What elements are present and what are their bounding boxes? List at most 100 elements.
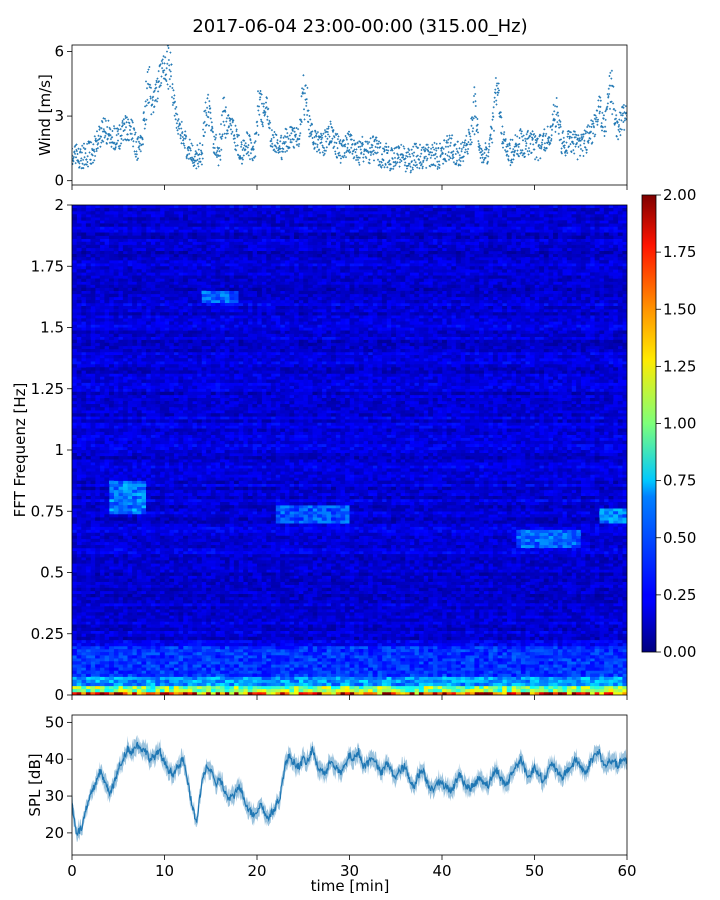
spectrogram-cell-group	[622, 691, 627, 695]
spectrogram-cell-group	[284, 685, 290, 690]
spectrogram-cell-group	[294, 691, 299, 695]
wind-y-tick-label: 3	[54, 107, 64, 125]
spectrogram-cell-group	[516, 685, 563, 690]
spectrogram-cell-group	[136, 685, 142, 690]
spectrogram-cell-group	[85, 691, 91, 695]
spectrogram-cell-group	[548, 685, 554, 690]
spectrogram-cell-group	[516, 691, 521, 695]
wind-y-axis-label: Wind [m/s]	[36, 74, 54, 156]
spectrogram-cell-group	[127, 688, 133, 693]
spectrogram-cell-group	[275, 505, 341, 687]
spectrogram-y-tick-label: 2	[54, 196, 64, 214]
spectrogram-cell-group	[506, 688, 512, 693]
spectrogram-cell-group	[437, 682, 443, 687]
spectrogram-cell-group	[566, 685, 572, 690]
spectrogram-cell-group	[224, 682, 253, 687]
spectrogram-cell-group	[164, 691, 170, 695]
colorbar-tick-label: 0.00	[663, 643, 696, 661]
wind-y-tick-label: 6	[54, 42, 64, 60]
spectrogram-cell-group	[312, 688, 318, 693]
spectrogram-cell-group	[215, 685, 258, 693]
spectrogram-cell-group	[529, 688, 535, 693]
spectrogram-cell-group	[446, 691, 452, 695]
spectrogram-cell-group	[395, 688, 401, 693]
spectrogram-cell-group	[534, 691, 540, 695]
spectrogram-cell-group	[529, 691, 535, 695]
spectrogram-cell-group	[428, 688, 434, 693]
spectrogram-cell-group	[539, 544, 545, 549]
wind-panel: 0 3 6 Wind [m/s]	[36, 42, 628, 190]
spectrogram-cell-group	[553, 688, 558, 693]
spectrogram-cell-group	[437, 691, 443, 695]
spectrogram-cell-group	[95, 691, 101, 695]
spectrogram-cell-group	[539, 691, 545, 695]
spectrogram-cell-group	[95, 676, 101, 680]
spectrogram-cell-group	[243, 676, 249, 680]
spl-y-tick-label: 20	[45, 824, 64, 842]
spectrogram-cell-group	[317, 688, 323, 693]
spectrogram-cell-group	[363, 685, 369, 690]
colorbar-tick-label: 1.75	[663, 243, 696, 261]
spectrogram-cell-group	[303, 688, 309, 693]
spectrogram-cell-group	[76, 456, 82, 460]
spectrogram-cell-group	[326, 688, 332, 693]
spectrogram-y-axis-label: FFT Frequenz [Hz]	[11, 383, 29, 518]
spectrogram-cell-group	[511, 691, 517, 695]
spectrogram-cell-group	[81, 508, 498, 674]
spectrogram-cell-group	[303, 691, 309, 695]
spectrogram-cell-group	[159, 691, 165, 695]
spectrogram-cell-group	[206, 688, 212, 693]
spectrogram-cell-group	[122, 691, 128, 695]
spectrogram-cell-group	[173, 685, 179, 690]
spectrogram-cell-group	[201, 685, 216, 693]
spectrogram-cell-group	[488, 688, 494, 693]
spl-x-axis-label: time [min]	[311, 877, 390, 895]
spectrogram-cell-group	[206, 685, 212, 690]
spectrogram-cell-group	[571, 685, 577, 690]
spectrogram-cell-group	[192, 685, 198, 690]
spectrogram-cell-group	[220, 685, 225, 690]
spl-y-tick-label: 50	[45, 713, 64, 731]
spectrogram-cell-group	[289, 514, 420, 680]
spectrogram-cell-group	[201, 691, 207, 695]
spectrogram-cell-group	[335, 685, 341, 690]
spectrogram-cell-group	[580, 676, 586, 680]
spectrogram-cell-group	[418, 685, 424, 690]
spectrogram-cell-group	[488, 691, 494, 695]
spectrogram-cell-group	[196, 691, 202, 695]
spectrogram-cell-group	[192, 691, 198, 695]
spectrogram-cell-group	[136, 499, 142, 503]
spectrogram-cell-group	[506, 679, 586, 687]
spectrogram-cell-group	[109, 685, 114, 690]
spectrogram-cell-group	[136, 691, 142, 695]
spectrogram-cell-group	[381, 685, 387, 690]
spectrogram-cell-group	[169, 679, 175, 684]
spl-series	[72, 735, 627, 842]
spectrogram-cell-group	[261, 691, 267, 695]
spectrogram-cell-group	[594, 682, 600, 687]
spectrogram-cell-group	[377, 685, 383, 690]
spectrogram-cell-group	[132, 691, 138, 695]
spectrogram-cell-group	[321, 691, 327, 695]
colorbar-tick-label: 1.00	[663, 415, 696, 433]
spectrogram-cell-group	[224, 688, 230, 693]
spectrogram-cell-group	[284, 691, 290, 695]
spectrogram-cell-group	[622, 685, 627, 690]
spectrogram-cell-group	[229, 688, 235, 693]
spectrogram-cell-group	[81, 691, 87, 695]
spectrogram-cell-group	[386, 676, 392, 680]
spectrogram-cell-group	[391, 685, 397, 690]
spectrogram-cell-group	[81, 685, 87, 690]
spectrogram-cell-group	[275, 685, 281, 690]
colorbar-tick-label: 1.25	[663, 357, 696, 375]
spl-y-tick-label: 30	[45, 787, 64, 805]
spectrogram-cell-group	[321, 685, 327, 690]
figure-title: 2017-06-04 23:00-00:00 (315.00_Hz)	[192, 16, 527, 37]
spectrogram-cell-group	[220, 688, 225, 693]
spectrogram-cell-group	[469, 688, 475, 693]
spectrogram-cell-group	[141, 691, 147, 695]
spectrogram-cell-group	[99, 691, 577, 695]
spectrogram-cell-group	[442, 685, 447, 690]
colorbar: 0.00 0.25 0.50 0.75 1.00 1.25 1.50 1.75 2.00	[641, 186, 696, 661]
spectrogram-y-tick-label: 0.75	[31, 502, 64, 520]
